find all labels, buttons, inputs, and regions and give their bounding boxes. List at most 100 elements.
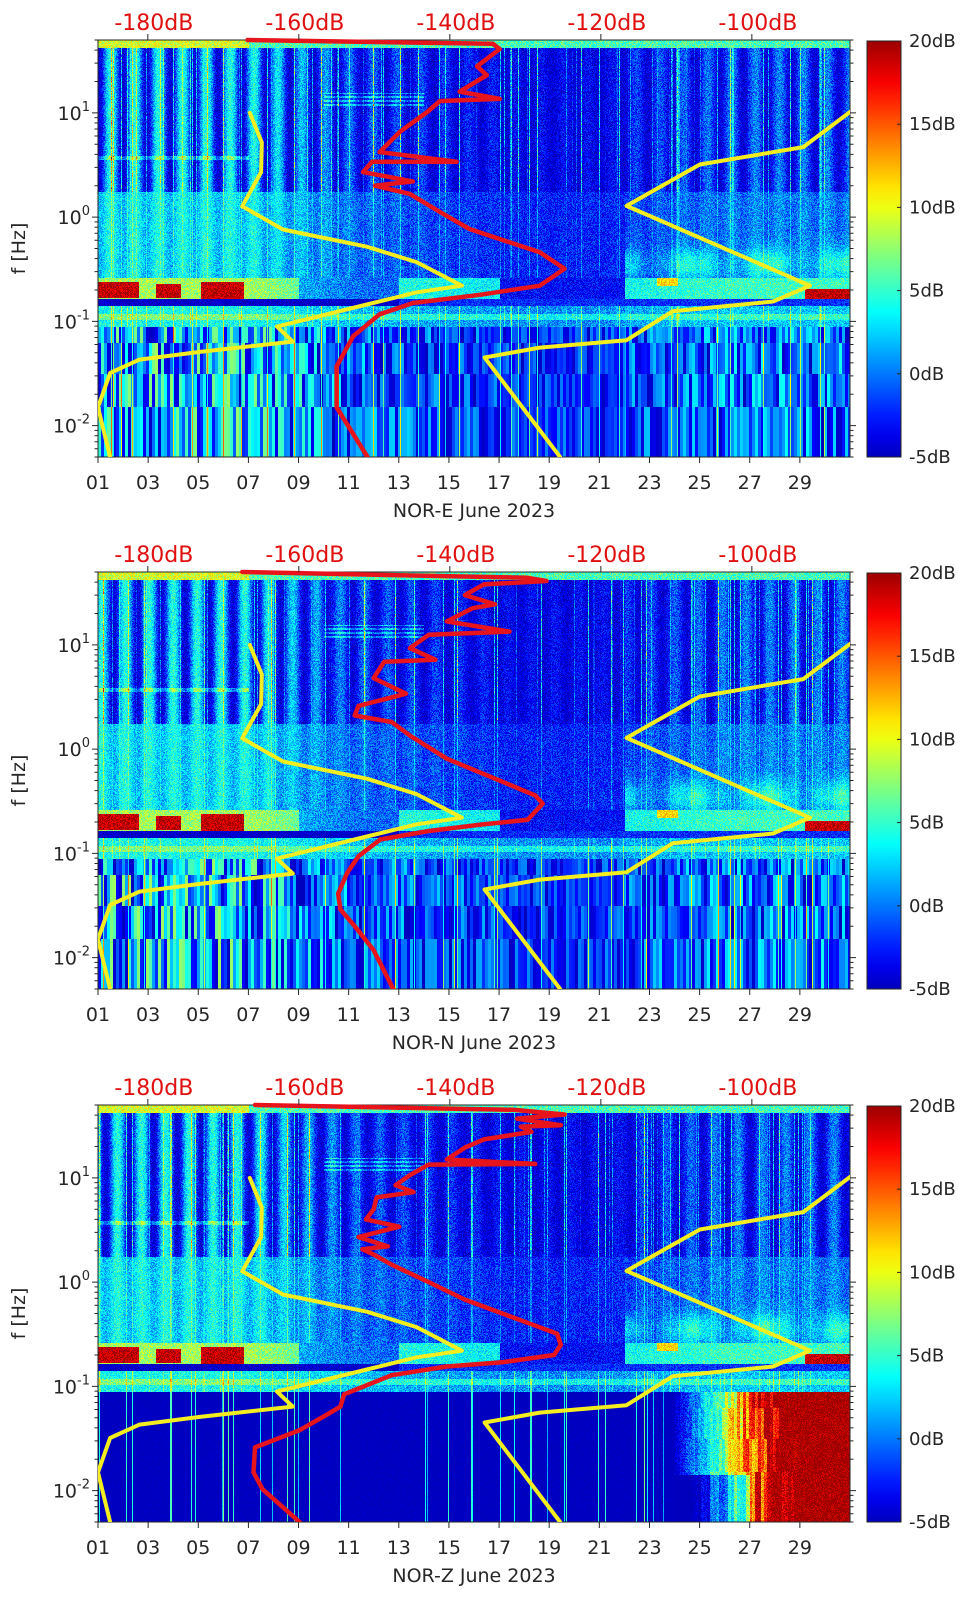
colorbar-tick-label: 0dB xyxy=(909,896,944,917)
x-tick-label: 27 xyxy=(738,472,762,494)
x-tick-label: 09 xyxy=(286,472,310,494)
x-tick-label: 15 xyxy=(437,1537,461,1559)
high-model-line xyxy=(482,110,850,457)
low-model-line xyxy=(98,642,464,989)
x-tick-label: 01 xyxy=(86,1004,110,1026)
x-tick-label: 13 xyxy=(387,472,411,494)
x-tick-label: 05 xyxy=(186,472,210,494)
x-tick-label: 03 xyxy=(136,472,160,494)
x-tick-label: 03 xyxy=(136,1537,160,1559)
colorbar-tick-label: 20dB xyxy=(909,563,956,584)
colorbar-tick-label: 20dB xyxy=(909,1096,956,1117)
y-tick-exponent: 0 xyxy=(82,736,90,751)
y-axis-label: f [Hz] xyxy=(8,1288,30,1340)
y-tick-base: 10 xyxy=(58,1168,82,1190)
y-tick-base: 10 xyxy=(58,635,82,657)
y-tick-exponent: 1 xyxy=(82,100,90,115)
top-tick-label: -180dB xyxy=(114,1076,193,1101)
y-tick-exponent: -2 xyxy=(77,945,90,960)
y-tick-exponent: -1 xyxy=(77,840,90,855)
x-tick-label: 29 xyxy=(788,1004,812,1026)
top-tick-label: -180dB xyxy=(114,543,193,568)
x-tick-label: 15 xyxy=(437,1004,461,1026)
x-tick-label: 23 xyxy=(637,1004,661,1026)
top-tick-label: -120dB xyxy=(567,11,646,36)
high-model-line xyxy=(482,1175,850,1522)
x-tick-label: 19 xyxy=(537,1004,561,1026)
x-tick-label: 05 xyxy=(186,1537,210,1559)
y-tick-base: 10 xyxy=(53,416,77,438)
x-axis-label: NOR-E June 2023 xyxy=(393,500,555,522)
y-tick-label: 100 xyxy=(58,204,90,229)
y-tick-label: 101 xyxy=(58,100,90,125)
y-tick-base: 10 xyxy=(53,843,77,865)
colorbar-tick-label: 0dB xyxy=(909,1429,944,1450)
top-tick-label: -100dB xyxy=(718,1076,797,1101)
y-tick-exponent: 0 xyxy=(82,204,90,219)
plot-frame xyxy=(97,39,851,458)
x-tick-label: 23 xyxy=(637,472,661,494)
colorbar-tick-label: 10dB xyxy=(909,197,956,218)
y-tick-exponent: 0 xyxy=(82,1269,90,1284)
low-model-line xyxy=(98,1175,464,1522)
x-tick-label: 21 xyxy=(587,1004,611,1026)
x-tick-label: 09 xyxy=(286,1004,310,1026)
top-tick-label: -160dB xyxy=(265,11,344,36)
colorbar-tick-label: -5dB xyxy=(909,1512,951,1533)
y-tick-label: 10-1 xyxy=(53,308,90,333)
psd-line xyxy=(239,569,549,989)
y-axis-label: f [Hz] xyxy=(8,223,30,275)
x-tick-label: 29 xyxy=(788,472,812,494)
y-tick-label: 100 xyxy=(58,736,90,761)
x-tick-label: 17 xyxy=(487,472,511,494)
y-tick-label: 10-1 xyxy=(53,840,90,865)
y-tick-base: 10 xyxy=(58,1272,82,1294)
x-tick-label: 25 xyxy=(688,1537,712,1559)
top-tick-label: -120dB xyxy=(567,1076,646,1101)
x-tick-label: 17 xyxy=(487,1537,511,1559)
top-tick-label: -160dB xyxy=(265,1076,344,1101)
y-tick-label: 10-1 xyxy=(53,1373,90,1398)
y-tick-label: 100 xyxy=(58,1269,90,1294)
x-tick-label: 25 xyxy=(688,472,712,494)
low-model-line xyxy=(98,110,464,457)
colorbar-tick-label: 10dB xyxy=(909,1262,956,1283)
x-tick-label: 19 xyxy=(537,472,561,494)
y-tick-exponent: -2 xyxy=(77,413,90,428)
y-tick-base: 10 xyxy=(58,739,82,761)
top-tick-label: -100dB xyxy=(718,11,797,36)
x-tick-label: 11 xyxy=(337,1537,361,1559)
x-tick-label: 11 xyxy=(337,472,361,494)
y-tick-label: 10-2 xyxy=(53,413,90,438)
colorbar xyxy=(866,40,902,458)
top-tick-label: -180dB xyxy=(114,11,193,36)
colorbar xyxy=(866,1105,902,1523)
x-tick-label: 01 xyxy=(86,1537,110,1559)
colorbar-tick-label: -5dB xyxy=(909,447,951,468)
psd-line xyxy=(251,1102,567,1522)
y-tick-exponent: 1 xyxy=(82,1165,90,1180)
x-tick-label: 07 xyxy=(236,1537,260,1559)
plot-frame xyxy=(97,1104,851,1523)
colorbar-tick-label: 10dB xyxy=(909,729,956,750)
colorbar-tick-label: 0dB xyxy=(909,364,944,385)
colorbar-tick-label: 15dB xyxy=(909,1179,956,1200)
psd-line xyxy=(245,37,567,457)
y-axis-label: f [Hz] xyxy=(8,755,30,807)
colorbar-tick-label: 5dB xyxy=(909,813,944,834)
top-tick-label: -100dB xyxy=(718,543,797,568)
x-tick-label: 25 xyxy=(688,1004,712,1026)
x-tick-label: 07 xyxy=(236,472,260,494)
x-tick-label: 05 xyxy=(186,1004,210,1026)
y-tick-label: 10-2 xyxy=(53,1478,90,1503)
top-tick-label: -140dB xyxy=(416,1076,495,1101)
colorbar-tick-label: 5dB xyxy=(909,281,944,302)
x-tick-label: 03 xyxy=(136,1004,160,1026)
x-tick-label: 13 xyxy=(387,1537,411,1559)
y-tick-label: 101 xyxy=(58,632,90,657)
x-tick-label: 15 xyxy=(437,472,461,494)
top-tick-label: -160dB xyxy=(265,543,344,568)
y-tick-label: 101 xyxy=(58,1165,90,1190)
